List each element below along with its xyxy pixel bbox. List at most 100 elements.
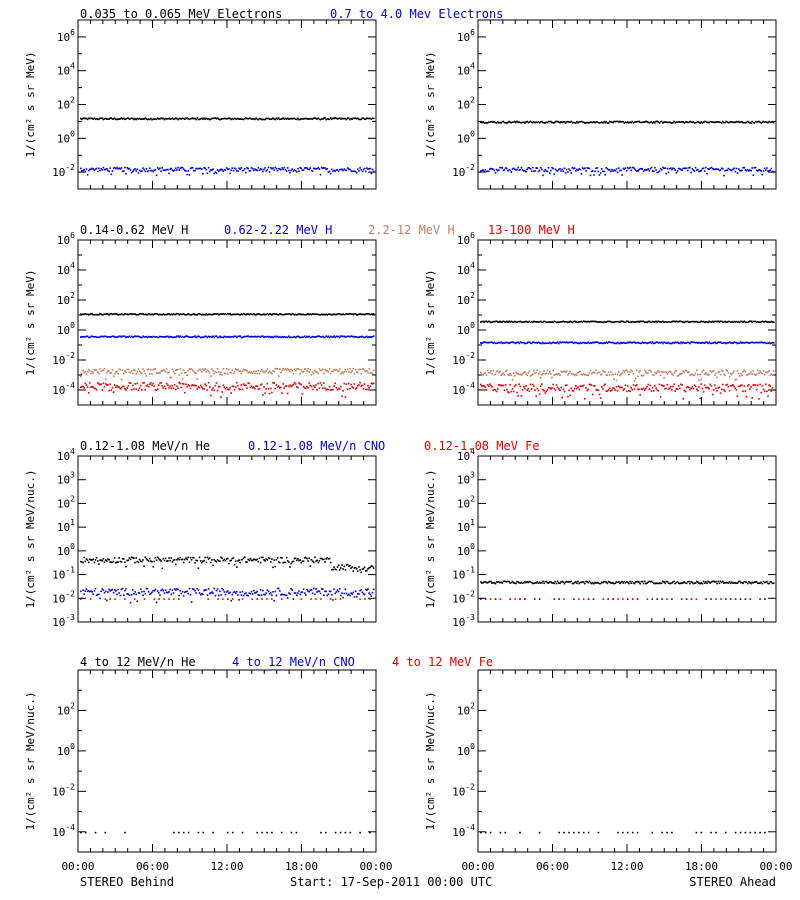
data-point [685,167,688,169]
data-point [306,117,308,120]
data-point [736,321,739,323]
data-point [654,342,656,344]
data-point [499,370,501,373]
data-point [701,370,704,373]
data-point [727,167,730,170]
data-point [102,589,105,591]
data-point [245,313,247,316]
data-point [86,174,89,176]
y-tick-label: 100 [57,321,75,337]
data-point [573,122,576,124]
data-point [603,320,605,323]
data-point [329,561,332,564]
data-point [233,389,236,391]
data-point [113,117,116,120]
data-point [633,380,636,382]
data-point [84,590,87,592]
data-point [354,590,357,592]
data-point [322,313,324,316]
data-point [740,170,742,172]
data-point [517,372,519,375]
data-point [572,390,575,392]
data-point [641,580,644,583]
data-point [121,118,124,120]
data-point [647,320,649,323]
data-point [699,122,701,124]
data-point [491,168,493,170]
data-point [516,341,518,344]
data-point [493,121,496,123]
data-point [109,313,111,315]
data-point [544,372,547,375]
data-point [623,371,626,373]
data-point [228,335,230,338]
data-point [134,369,136,372]
data-point [224,372,227,375]
data-point [686,580,689,583]
data-point [491,321,493,323]
data-point [348,335,350,338]
data-point [238,335,240,338]
data-point [103,118,106,120]
data-point [586,167,588,169]
data-point [240,313,243,315]
data-point [737,580,740,583]
data-point [297,167,299,170]
data-point [720,167,723,170]
data-point [89,313,91,316]
data-point [123,594,125,596]
data-point [216,336,219,339]
data-point [85,588,88,590]
data-point [731,169,733,172]
data-point [195,336,197,339]
data-point [81,313,83,316]
data-point [82,369,84,372]
data-point [281,392,283,394]
data-point [311,335,314,338]
data-point [770,390,773,392]
data-point [549,581,551,583]
data-point [117,372,119,375]
data-point [282,117,284,119]
data-point [161,370,163,372]
data-point [667,388,670,391]
data-point [629,166,631,169]
data-point [705,372,707,374]
data-point [215,561,218,563]
data-point [582,341,585,344]
data-point [371,591,374,594]
plot-frame [77,669,377,853]
data-point [178,598,180,600]
data-point [180,313,183,316]
data-point [690,321,692,323]
data-point [627,598,629,600]
data-point [305,117,307,120]
data-point [593,372,595,374]
data-point [109,167,111,169]
data-point [752,174,755,176]
data-point [156,117,159,120]
data-point [171,561,174,563]
data-point [204,556,206,559]
data-point [124,335,126,338]
data-point [636,321,638,323]
data-point [281,313,283,316]
data-point [221,169,223,171]
data-point [102,166,105,169]
data-point [298,118,300,121]
data-point [732,384,734,386]
data-point [702,320,705,323]
data-point [497,321,499,323]
data-point [369,385,372,388]
data-point [589,174,592,177]
data-point [83,168,85,171]
data-point [601,321,603,323]
data-point [627,167,629,169]
data-point [630,369,632,371]
data-point [290,169,292,172]
data-point [482,385,484,387]
data-point [492,369,494,372]
data-point [771,387,774,389]
data-point [560,370,562,373]
data-point [595,320,597,323]
